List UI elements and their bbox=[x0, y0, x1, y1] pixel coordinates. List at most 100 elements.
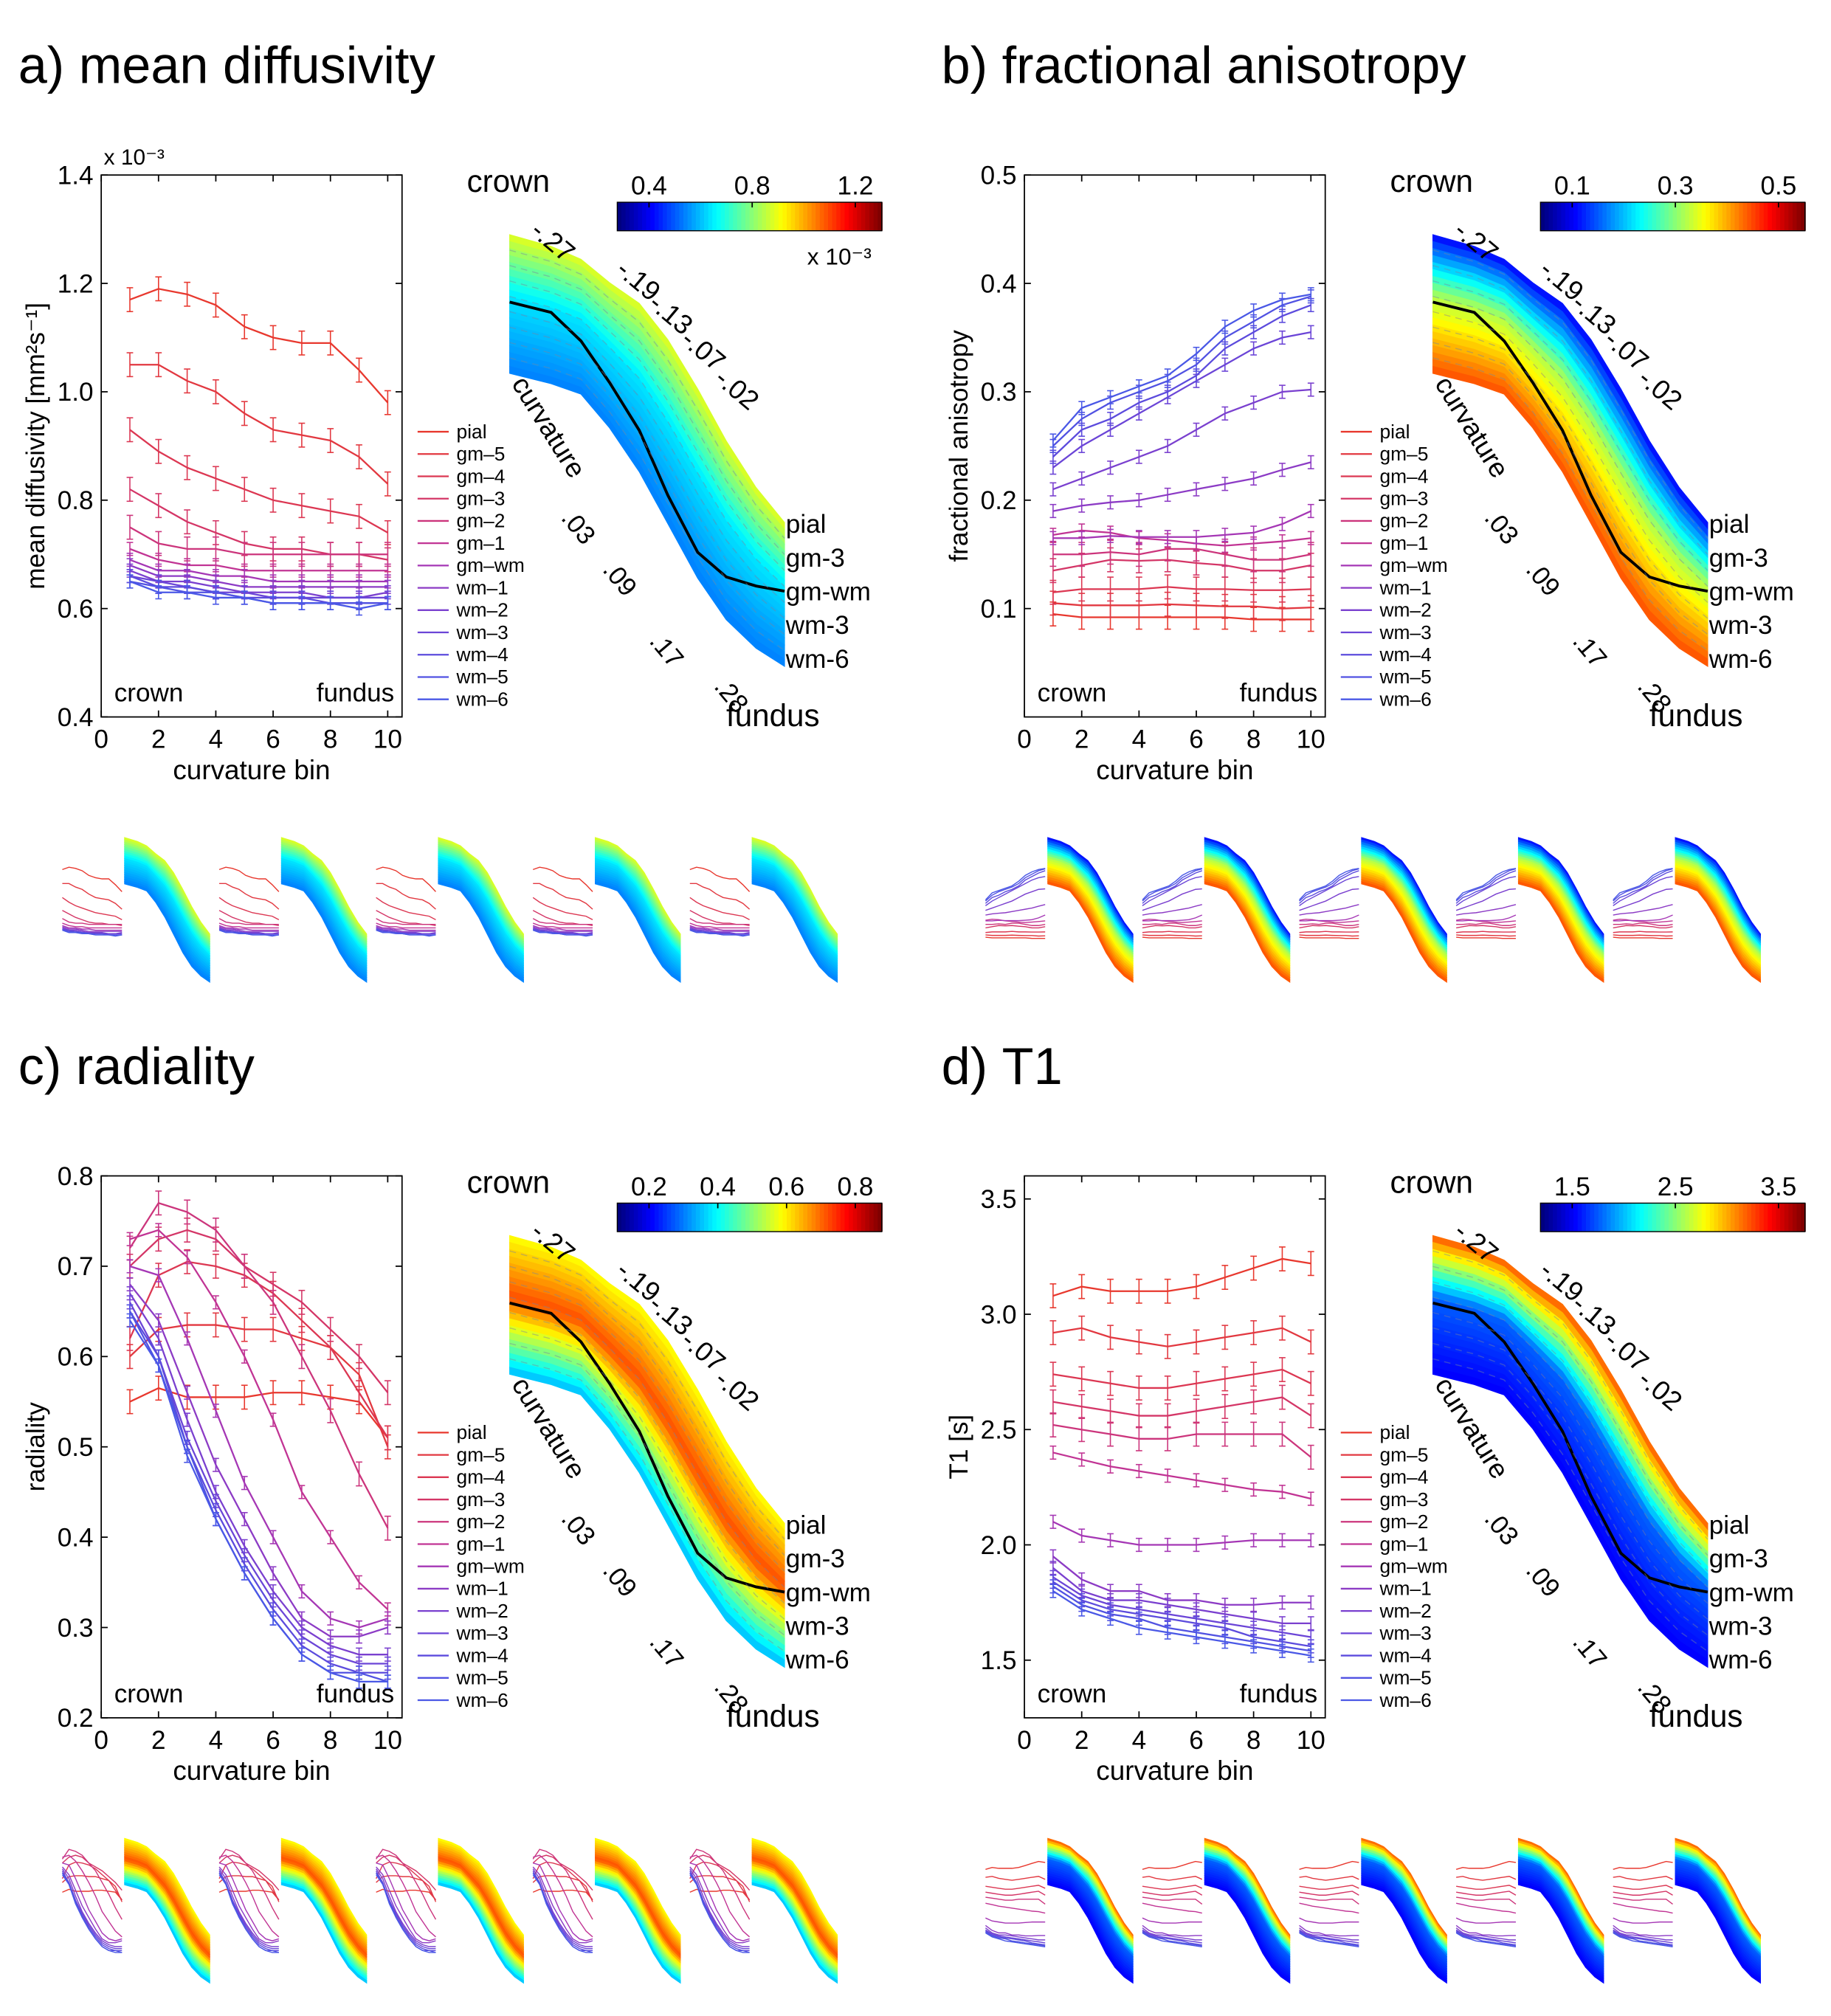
colorbar-segment bbox=[1631, 1203, 1637, 1232]
colorbar-segment bbox=[712, 202, 717, 231]
colorbar-segment bbox=[716, 1203, 722, 1232]
thumb-line bbox=[218, 925, 279, 931]
colorbar-segment bbox=[799, 1203, 804, 1232]
thumb-gyrus-band bbox=[1204, 881, 1291, 984]
colorbar-segment bbox=[1652, 202, 1658, 231]
colorbar-segment bbox=[1644, 202, 1649, 231]
colorbar-tick-label: 0.8 bbox=[734, 172, 770, 201]
thumb-line bbox=[1456, 925, 1517, 929]
colorbar-segment bbox=[728, 1203, 734, 1232]
y-tick-label: 0.8 bbox=[58, 486, 94, 515]
depth-label: gm-3 bbox=[1709, 1544, 1768, 1573]
colorbar-segment bbox=[1635, 202, 1641, 231]
y-tick-label: 0.5 bbox=[58, 1433, 94, 1462]
thumb-line bbox=[1456, 1885, 1517, 1890]
colorbar-segment bbox=[1701, 1203, 1707, 1232]
colorbar-segment bbox=[1631, 202, 1637, 231]
thumb-line bbox=[376, 1863, 436, 1941]
thumb-gyrus-band bbox=[751, 1882, 838, 1984]
series-line-6 bbox=[1052, 510, 1311, 539]
x-tick-label: 6 bbox=[1189, 725, 1204, 754]
colorbar-segment bbox=[861, 202, 866, 231]
legend-label-2: gm–4 bbox=[1379, 465, 1428, 487]
colorbar-segment bbox=[1801, 202, 1806, 231]
thumb-line bbox=[1299, 1917, 1359, 1924]
x-tick-label: 6 bbox=[266, 1726, 280, 1755]
legend-label-5: gm–1 bbox=[457, 1533, 506, 1555]
thumb-line bbox=[376, 918, 436, 925]
thumb-line bbox=[689, 922, 750, 929]
y-axis-label: mean diffusivity [mm²s⁻¹] bbox=[21, 303, 50, 590]
thumb-line bbox=[1455, 1924, 1516, 1937]
thumb-line bbox=[689, 1854, 751, 1938]
thumb-line bbox=[1142, 931, 1202, 933]
colorbar-segment bbox=[1718, 202, 1723, 231]
colorbar-segment bbox=[625, 202, 631, 231]
thumb-line bbox=[689, 1875, 751, 1902]
colorbar-segment bbox=[683, 1203, 689, 1232]
x-tick-label: 6 bbox=[266, 725, 280, 754]
depth-guide bbox=[1432, 1327, 1708, 1620]
depth-guide bbox=[1432, 1281, 1708, 1572]
legend-label-2: gm–4 bbox=[457, 465, 506, 487]
legend-label-5: gm–1 bbox=[1379, 532, 1428, 554]
series-line-12 bbox=[1052, 1590, 1311, 1657]
colorbar-segment bbox=[1660, 202, 1666, 231]
colorbar-segment bbox=[1689, 202, 1694, 231]
thumb-line bbox=[689, 926, 750, 932]
thumb-line bbox=[218, 926, 279, 932]
depth-label: wm-6 bbox=[1708, 645, 1773, 674]
colorbar-segment bbox=[621, 1203, 627, 1232]
thumb-line bbox=[376, 922, 436, 929]
thumb-line bbox=[1613, 888, 1673, 911]
thumb-line bbox=[1456, 934, 1516, 937]
colorbar-segment bbox=[799, 202, 804, 231]
thumb-line bbox=[1613, 1902, 1673, 1914]
legend-label-10: wm–4 bbox=[456, 1644, 508, 1666]
colorbar-segment bbox=[795, 202, 800, 231]
thumb-line bbox=[1613, 934, 1673, 937]
depth-guide bbox=[1432, 1358, 1708, 1652]
thumb-gyrus-band bbox=[1047, 881, 1134, 984]
colorbar-segment bbox=[1768, 1203, 1773, 1232]
depth-guide bbox=[1432, 1342, 1708, 1636]
thumb-line bbox=[218, 866, 280, 892]
map-fundus-label: fundus bbox=[1649, 1699, 1743, 1733]
colorbar-segment bbox=[1677, 202, 1682, 231]
thumb-line bbox=[62, 922, 123, 929]
thumb-line bbox=[1142, 1927, 1202, 1941]
thumb-line bbox=[218, 1875, 280, 1902]
colorbar-segment bbox=[770, 202, 776, 231]
thumb-line bbox=[376, 1848, 437, 1920]
colorbar-segment bbox=[630, 202, 635, 231]
colorbar-segment bbox=[1796, 1203, 1802, 1232]
thumb-line bbox=[1299, 1924, 1359, 1937]
depth-guide bbox=[509, 295, 785, 587]
colorbar-segment bbox=[630, 1203, 635, 1232]
thumb-line bbox=[376, 929, 436, 937]
colorbar-segment bbox=[1582, 1203, 1587, 1232]
y-tick-label: 1.0 bbox=[58, 378, 94, 407]
colorbar-segment bbox=[1627, 202, 1632, 231]
depth-guide bbox=[509, 1266, 785, 1556]
thumb-line bbox=[1142, 1932, 1202, 1948]
thumb-line bbox=[1613, 914, 1673, 922]
depth-guide bbox=[509, 1358, 785, 1652]
colorbar-frame bbox=[616, 201, 883, 232]
colorbar-segment bbox=[828, 1203, 833, 1232]
thumb-line bbox=[1142, 876, 1202, 906]
series-line-4 bbox=[1052, 548, 1311, 561]
thumb-line bbox=[532, 1866, 593, 1944]
colorbar-segment bbox=[663, 202, 668, 231]
colorbar-segment bbox=[1706, 1203, 1711, 1232]
thumb-line bbox=[1299, 1885, 1359, 1890]
thumb-line bbox=[985, 1876, 1046, 1881]
colorbar-segment bbox=[650, 202, 655, 231]
legend-label-0: pial bbox=[1379, 1421, 1410, 1443]
depth-guide bbox=[1432, 249, 1708, 539]
colorbar-segment bbox=[687, 202, 693, 231]
colorbar-segment bbox=[1709, 202, 1715, 231]
colorbar-segment bbox=[741, 202, 747, 231]
colorbar-segment bbox=[803, 1203, 809, 1232]
colorbar-segment bbox=[849, 1203, 854, 1232]
